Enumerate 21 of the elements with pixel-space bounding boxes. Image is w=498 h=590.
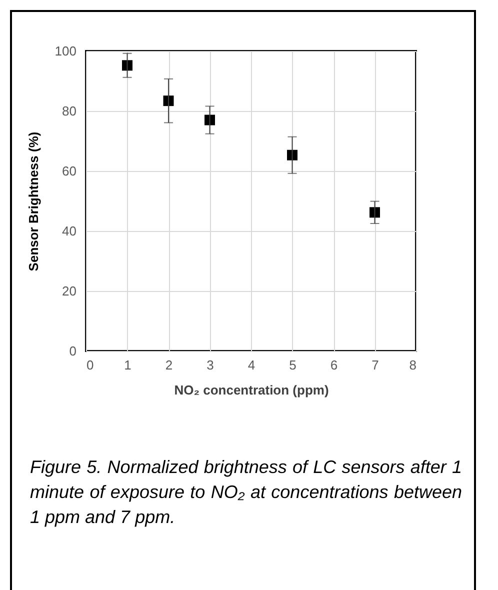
x-tick-label: 5 <box>289 358 296 372</box>
point <box>287 150 298 160</box>
x-tick-label: 6 <box>330 358 338 372</box>
point <box>370 207 380 218</box>
x-tick-label: 0 <box>86 358 94 372</box>
y-tick-label: 40 <box>62 224 76 238</box>
y-tick-label: 0 <box>69 344 76 358</box>
x-axis-title: NO₂ concentration (ppm) <box>174 382 329 398</box>
caption: Figure 5. Normalized brightness of LC sensors after 1 minute of exposure to NO₂ at concentrations between 1 ppm and 7 ppm. <box>30 456 462 530</box>
y-tick-label: 100 <box>54 44 76 58</box>
y-tick-label: 80 <box>62 104 76 118</box>
y-axis-title: Sensor Brightness (%) <box>26 132 41 272</box>
x-tick-label: 3 <box>206 358 214 372</box>
y-tick-label: 60 <box>62 164 76 178</box>
y-tick-label: 20 <box>62 284 76 298</box>
x-tick-label: 4 <box>248 358 256 372</box>
x-tick-label: 1 <box>124 358 132 372</box>
x-tick-label: 7 <box>372 358 379 372</box>
x-tick-label: 8 <box>409 358 416 372</box>
x-tick-label: 2 <box>165 358 173 372</box>
point <box>122 60 132 71</box>
